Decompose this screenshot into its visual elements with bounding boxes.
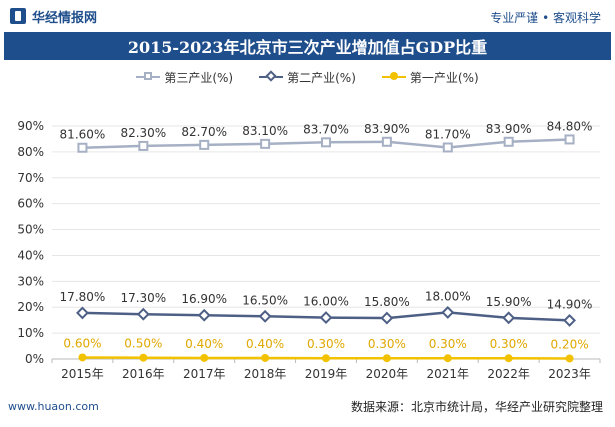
data-label-secondary: 17.80% xyxy=(60,290,106,304)
x-tick-label: 2018年 xyxy=(244,367,287,381)
data-point-tertiary xyxy=(503,136,514,147)
data-label-tertiary: 81.70% xyxy=(425,127,471,141)
footer-url: www.huaon.com xyxy=(8,400,99,413)
data-point-tertiary xyxy=(442,142,453,153)
data-label-primary: 0.30% xyxy=(307,337,345,351)
data-label-tertiary: 82.70% xyxy=(181,125,227,139)
x-tick-label: 2022年 xyxy=(487,367,530,381)
data-point-secondary xyxy=(563,314,576,327)
legend-label-secondary: 第二产业(%) xyxy=(287,70,356,85)
data-point-secondary xyxy=(441,305,455,319)
data-label-secondary: 17.30% xyxy=(120,291,166,305)
data-label-primary: 0.40% xyxy=(246,337,284,351)
data-point-primary xyxy=(261,353,270,362)
legend-swatch-primary xyxy=(381,72,406,80)
y-tick-label: 80% xyxy=(17,145,44,159)
data-point-secondary xyxy=(258,309,272,323)
data-point-secondary xyxy=(76,306,89,320)
data-label-secondary: 14.90% xyxy=(547,297,593,311)
chart-title: 2015-2023年北京市三次产业增加值占GDP比重 xyxy=(127,38,488,57)
data-point-primary xyxy=(382,354,391,363)
x-tick-label: 2016年 xyxy=(122,367,165,381)
data-label-secondary: 15.90% xyxy=(486,295,532,309)
data-label-secondary: 15.80% xyxy=(364,295,410,309)
x-tick-label: 2020年 xyxy=(366,367,409,381)
legend-item-tertiary: 第三产业(%) xyxy=(136,66,233,88)
footer-source: 数据来源：北京市统计局，华经产业研究院整理 xyxy=(350,400,603,414)
data-label-tertiary: 83.70% xyxy=(303,122,349,136)
x-tick-label: 2015年 xyxy=(61,367,104,381)
data-point-primary xyxy=(504,354,513,363)
legend-item-secondary: 第二产业(%) xyxy=(259,66,356,88)
data-point-tertiary xyxy=(77,142,88,153)
data-label-primary: 0.20% xyxy=(550,337,588,351)
data-point-secondary xyxy=(197,308,211,322)
data-label-primary: 0.60% xyxy=(63,336,101,350)
legend: 第三产业(%) 第二产业(%) 第一产业(%) xyxy=(0,66,615,88)
x-tick-label: 2019年 xyxy=(305,367,348,381)
data-label-tertiary: 84.80% xyxy=(547,119,593,133)
data-point-primary xyxy=(322,354,330,363)
data-label-primary: 0.30% xyxy=(368,337,406,351)
y-tick-label: 60% xyxy=(17,197,44,211)
data-point-primary xyxy=(200,353,209,362)
data-point-tertiary xyxy=(138,140,149,151)
data-label-primary: 0.40% xyxy=(185,337,223,351)
data-point-tertiary xyxy=(321,137,331,148)
y-tick-label: 90% xyxy=(17,119,44,133)
data-point-primary xyxy=(139,353,148,362)
data-point-tertiary xyxy=(564,134,575,145)
data-point-secondary xyxy=(319,311,333,324)
data-label-primary: 0.30% xyxy=(429,337,467,351)
y-tick-label: 50% xyxy=(17,223,44,237)
y-tick-label: 20% xyxy=(17,300,44,314)
y-tick-label: 40% xyxy=(17,248,44,262)
legend-label-tertiary: 第三产业(%) xyxy=(164,70,234,85)
y-tick-label: 0% xyxy=(25,352,44,366)
data-point-primary xyxy=(443,354,452,363)
data-label-primary: 0.50% xyxy=(124,337,162,351)
y-tick-label: 30% xyxy=(17,274,44,288)
top-bar: 华经情报网 专业严谨 • 客观科学 xyxy=(0,0,615,32)
data-label-secondary: 16.00% xyxy=(303,295,349,309)
legend-swatch-tertiary xyxy=(136,72,161,80)
data-label-tertiary: 81.60% xyxy=(60,128,106,142)
data-point-primary xyxy=(78,353,87,362)
data-point-secondary xyxy=(136,307,150,321)
line-chart: 0% 10% 20% 30% 40% 50% 60% 70% 80% 90% 2015年 2016年 2… xyxy=(17,119,601,381)
data-label-secondary: 18.00% xyxy=(425,289,471,303)
legend-item-primary: 第一产业(%) xyxy=(381,66,479,88)
data-point-primary xyxy=(565,354,574,363)
legend-swatch-secondary xyxy=(259,70,284,82)
logo: 华经情报网 xyxy=(10,7,98,26)
logo-icon xyxy=(10,8,26,24)
data-point-tertiary xyxy=(260,138,271,149)
data-point-tertiary xyxy=(381,136,392,147)
y-tick-label: 10% xyxy=(17,326,44,340)
data-label-secondary: 16.90% xyxy=(181,292,227,306)
data-point-tertiary xyxy=(199,139,210,150)
data-point-secondary xyxy=(380,311,394,325)
y-tick-label: 70% xyxy=(17,171,44,185)
data-label-tertiary: 83.90% xyxy=(486,122,532,136)
data-label-tertiary: 83.90% xyxy=(364,122,410,136)
data-label-tertiary: 82.30% xyxy=(120,126,166,140)
x-tick-label: 2023年 xyxy=(548,367,591,381)
data-label-tertiary: 83.10% xyxy=(242,124,288,138)
x-tick-label: 2017年 xyxy=(183,367,226,381)
legend-label-primary: 第一产业(%) xyxy=(409,70,479,85)
logo-text: 华经情报网 xyxy=(32,10,98,26)
data-label-primary: 0.30% xyxy=(490,337,528,351)
data-label-secondary: 16.50% xyxy=(242,293,288,307)
slogan: 专业严谨 • 客观科学 xyxy=(490,11,601,25)
x-tick-label: 2021年 xyxy=(427,367,470,381)
data-point-secondary xyxy=(502,311,516,325)
title-bar: 2015-2023年北京市三次产业增加值占GDP比重 xyxy=(4,32,611,60)
